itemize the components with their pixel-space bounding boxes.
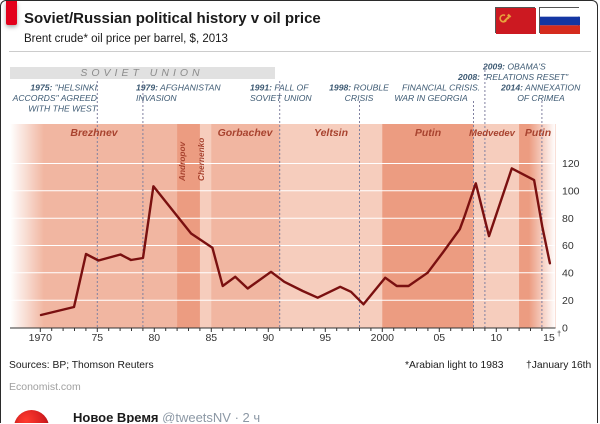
svg-text:90: 90 xyxy=(262,332,274,344)
svg-text:40: 40 xyxy=(562,268,574,280)
svg-text:75: 75 xyxy=(91,332,103,344)
svg-text:SOVIET UNION: SOVIET UNION xyxy=(250,93,312,103)
svg-text:95: 95 xyxy=(319,332,331,344)
svg-text:60: 60 xyxy=(562,240,574,252)
svg-text:2014: ANNEXATION: 2014: ANNEXATION xyxy=(500,83,581,93)
svg-text:120: 120 xyxy=(562,158,580,170)
svg-text:Putin: Putin xyxy=(525,127,551,139)
svg-text:100: 100 xyxy=(562,186,580,198)
svg-text:1998: ROUBLE: 1998: ROUBLE xyxy=(329,83,389,93)
svg-text:Brezhnev: Brezhnev xyxy=(70,127,118,139)
svg-text:Chernenko: Chernenko xyxy=(196,138,206,181)
svg-text:FINANCIAL CRISIS.: FINANCIAL CRISIS. xyxy=(402,83,480,93)
svg-text:2000: 2000 xyxy=(371,332,395,344)
svg-text:ACCORDS" AGREED: ACCORDS" AGREED xyxy=(12,93,97,103)
svg-text:05: 05 xyxy=(433,332,445,344)
svg-text:20: 20 xyxy=(562,295,574,307)
svg-text:OF CRIMEA: OF CRIMEA xyxy=(517,93,565,103)
svg-text:Gorbachev: Gorbachev xyxy=(218,127,274,139)
svg-text:Andropov: Andropov xyxy=(177,141,187,182)
svg-text:10: 10 xyxy=(490,332,502,344)
svg-text:15: 15 xyxy=(543,332,555,344)
svg-text:SOVIET UNION: SOVIET UNION xyxy=(80,67,203,79)
svg-text:80: 80 xyxy=(562,213,574,225)
svg-text:WAR IN GEORGIA: WAR IN GEORGIA xyxy=(394,93,468,103)
svg-text:Yeltsin: Yeltsin xyxy=(314,127,348,139)
svg-text:1979: AFGHANISTAN: 1979: AFGHANISTAN xyxy=(136,83,221,93)
svg-text:85: 85 xyxy=(205,332,217,344)
svg-text:†: † xyxy=(557,329,561,338)
svg-text:1975: "HELSINKI: 1975: "HELSINKI xyxy=(30,83,97,93)
svg-text:WITH THE WEST: WITH THE WEST xyxy=(28,104,97,114)
svg-text:"RELATIONS RESET": "RELATIONS RESET" xyxy=(483,72,569,82)
svg-text:Medvedev: Medvedev xyxy=(469,128,516,139)
svg-text:2009: OBAMA'S: 2009: OBAMA'S xyxy=(482,62,546,72)
svg-text:INVASION: INVASION xyxy=(136,93,177,103)
svg-text:2008:: 2008: xyxy=(457,72,480,82)
svg-text:1970: 1970 xyxy=(29,332,53,344)
svg-text:Putin: Putin xyxy=(415,127,441,139)
svg-text:80: 80 xyxy=(148,332,160,344)
svg-text:0: 0 xyxy=(562,323,568,335)
